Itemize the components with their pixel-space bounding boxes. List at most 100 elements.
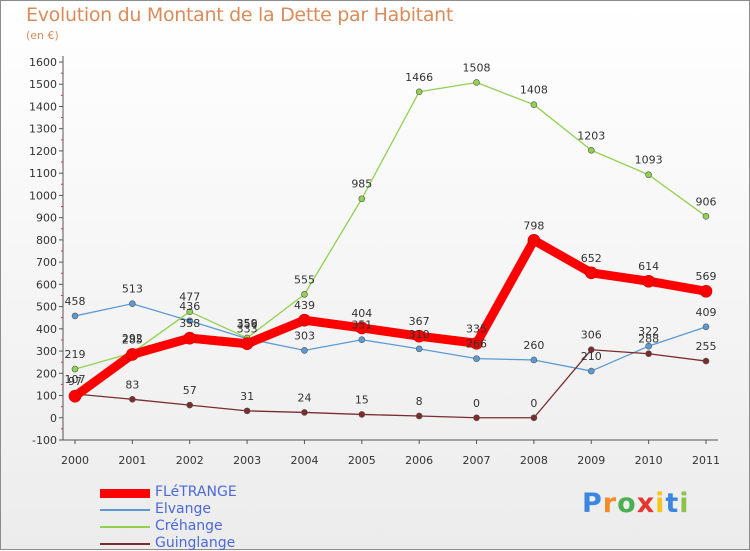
- y-tick-label: 700: [36, 256, 57, 269]
- data-point: [183, 331, 197, 345]
- logo-letter: P: [582, 488, 603, 519]
- data-point: [530, 414, 538, 422]
- y-tick-label: 1400: [29, 100, 57, 113]
- data-label: 1093: [635, 154, 663, 167]
- data-label: 1203: [577, 129, 605, 142]
- logo-letter: r: [602, 488, 618, 519]
- data-label: 285: [122, 333, 143, 346]
- data-point: [702, 357, 710, 365]
- y-tick-label: 600: [36, 278, 57, 291]
- data-label: 266: [466, 338, 487, 351]
- data-label: 15: [355, 393, 369, 406]
- legend-swatch: [100, 509, 150, 511]
- series-line-4: [74, 349, 707, 419]
- series-line-3: [74, 81, 707, 370]
- legend-label: Créhange: [155, 518, 223, 534]
- data-label: 404: [351, 307, 372, 320]
- data-point: [415, 412, 423, 420]
- data-label: 614: [638, 260, 659, 273]
- data-point: [527, 234, 541, 247]
- data-label: 219: [65, 348, 86, 361]
- data-point: [71, 312, 79, 320]
- data-label: 555: [294, 273, 315, 286]
- data-label: 333: [237, 323, 258, 336]
- x-tick-label: 2010: [635, 454, 663, 467]
- x-tick-label: 2006: [405, 454, 433, 467]
- logo-letter: t: [665, 488, 680, 519]
- data-point: [412, 329, 426, 343]
- data-label: 652: [581, 252, 602, 265]
- legend-label: Elvange: [155, 501, 211, 517]
- data-point: [301, 291, 308, 298]
- data-point: [355, 321, 369, 335]
- data-label: 359: [237, 317, 258, 330]
- logo-letter: i: [655, 488, 666, 519]
- data-point: [301, 347, 308, 354]
- x-tick-label: 2004: [290, 454, 318, 467]
- data-label: 1408: [520, 84, 548, 97]
- chart-title: Evolution du Montant de la Dette par Hab…: [26, 4, 454, 26]
- data-label: 57: [183, 384, 197, 397]
- data-label: 798: [523, 219, 544, 232]
- y-tick-label: 1300: [29, 123, 57, 136]
- data-label: 210: [581, 350, 602, 363]
- data-point: [584, 266, 598, 280]
- data-label: 97: [68, 375, 82, 388]
- data-label: 288: [638, 333, 659, 346]
- x-tick-label: 2002: [176, 454, 204, 467]
- y-tick-label: 1600: [29, 56, 57, 69]
- chart-subtitle: (en €): [26, 29, 59, 42]
- data-point: [298, 313, 311, 327]
- legend-swatch: [100, 488, 150, 498]
- data-point: [358, 336, 366, 344]
- data-label: 458: [65, 295, 86, 308]
- y-tick-label: 100: [36, 390, 57, 403]
- data-label: 322: [638, 325, 659, 338]
- y-tick-label: -100: [32, 434, 57, 447]
- data-point: [645, 342, 652, 350]
- data-point: [587, 146, 595, 154]
- y-tick-label: 1000: [29, 189, 57, 202]
- y-tick-label: 400: [36, 323, 57, 336]
- data-point: [358, 411, 366, 418]
- series-line-2: [74, 303, 707, 372]
- data-label: 8: [416, 395, 423, 408]
- data-point: [68, 389, 82, 403]
- data-point: [642, 274, 655, 288]
- data-point: [473, 355, 480, 362]
- data-label: 31: [240, 390, 254, 403]
- data-point: [699, 284, 713, 298]
- data-point: [702, 323, 710, 331]
- data-point: [243, 407, 251, 415]
- axes: -100010020030040050060070080090010001100…: [29, 56, 720, 467]
- data-point: [126, 348, 139, 361]
- data-label: 569: [696, 270, 717, 283]
- y-tick-label: 0: [50, 412, 57, 425]
- legend-label: Guinglange: [155, 535, 236, 551]
- y-tick-label: 200: [36, 367, 57, 380]
- data-point: [587, 346, 595, 354]
- data-label: 477: [179, 291, 200, 304]
- x-tick-label: 2005: [348, 454, 376, 467]
- data-point: [473, 79, 480, 86]
- data-point: [186, 401, 194, 409]
- data-label: 306: [581, 329, 602, 342]
- data-label: 351: [351, 319, 372, 332]
- legend-swatch: [100, 526, 150, 528]
- data-point: [587, 367, 595, 375]
- x-tick-label: 2009: [577, 454, 605, 467]
- series-lines: [68, 79, 713, 422]
- data-point: [71, 365, 79, 373]
- data-point: [129, 300, 136, 307]
- data-label: 24: [297, 391, 311, 404]
- data-label: 1508: [463, 61, 491, 74]
- data-label: 107: [65, 373, 86, 386]
- data-point: [301, 409, 308, 416]
- data-point: [530, 101, 538, 108]
- data-label: 0: [473, 397, 480, 410]
- x-tick-label: 2008: [520, 454, 548, 467]
- data-point: [186, 308, 194, 316]
- data-label: 83: [125, 378, 139, 391]
- data-label: 985: [351, 178, 372, 191]
